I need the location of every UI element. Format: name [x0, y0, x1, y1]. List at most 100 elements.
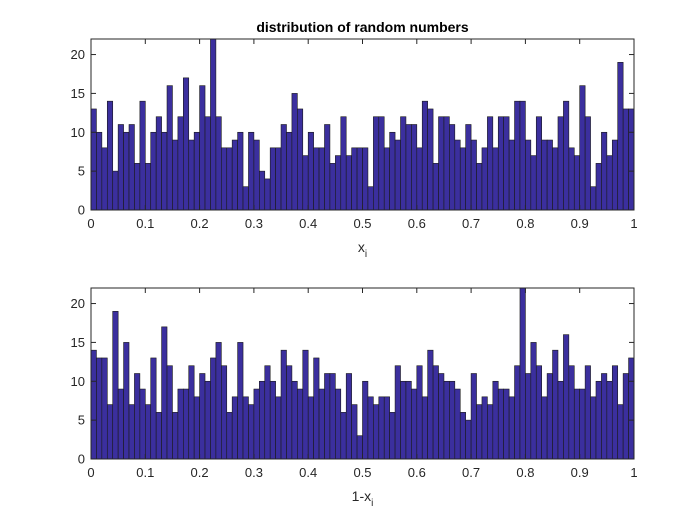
histogram-bar	[459, 412, 466, 459]
histogram-bar	[470, 373, 477, 459]
x-tick-label: 0.4	[299, 216, 317, 231]
x-tick-label: 0.2	[191, 216, 209, 231]
histogram-bar	[508, 396, 515, 459]
histogram-bar	[487, 404, 494, 459]
histogram-bar	[416, 365, 423, 459]
histogram-bar	[188, 365, 195, 459]
histogram-bar	[351, 404, 358, 459]
histogram-bar	[318, 147, 325, 210]
x-tick-label: 0.1	[136, 216, 154, 231]
histogram-bar	[400, 380, 407, 459]
histogram-bar	[465, 419, 472, 459]
histogram-bar	[443, 116, 450, 210]
histogram-bar	[172, 139, 179, 210]
histogram-bar	[183, 77, 190, 210]
histogram-bar	[226, 147, 233, 210]
histogram-bar	[356, 435, 363, 459]
histogram-bar	[340, 412, 347, 459]
histogram-bar	[155, 116, 162, 210]
histogram-bar	[335, 388, 342, 459]
histogram-bar	[231, 396, 238, 459]
histogram-bar	[573, 388, 581, 459]
histogram-bar	[264, 178, 271, 210]
histogram-bar	[96, 131, 103, 210]
histogram-bar	[329, 373, 336, 459]
histogram-bar	[210, 39, 217, 210]
histogram-bar	[237, 131, 244, 210]
histogram-bar	[590, 186, 597, 210]
histogram-bar	[356, 147, 363, 210]
histogram-bar	[519, 288, 526, 459]
histogram-bar	[492, 380, 499, 459]
histogram-bar	[166, 85, 173, 210]
histogram-bar	[519, 100, 526, 210]
histogram-bar	[432, 365, 439, 459]
histogram-bar	[383, 396, 390, 459]
histogram-bar	[563, 100, 570, 210]
histogram-bar	[286, 365, 293, 459]
histogram-bar	[394, 139, 401, 210]
histogram-bar	[275, 147, 282, 210]
histogram-bar	[134, 163, 141, 210]
histogram-bar	[139, 388, 146, 459]
x-tick-label: 0.8	[516, 465, 534, 480]
histogram-bar	[128, 404, 135, 459]
histogram-bar	[373, 116, 380, 210]
histogram-bar	[541, 139, 548, 210]
histogram-bar	[362, 380, 369, 459]
histogram-bar	[606, 380, 613, 459]
histogram-bar	[535, 116, 542, 210]
x-tick-label: 0.2	[191, 465, 209, 480]
histogram-bar	[91, 108, 97, 210]
histogram-bar	[106, 100, 114, 210]
histogram-bar	[503, 116, 510, 210]
histogram-bar	[215, 116, 222, 210]
histogram-bar	[557, 116, 564, 210]
histogram-bar	[622, 373, 629, 459]
histogram-bar	[595, 380, 602, 459]
histogram-bar	[248, 404, 255, 459]
histogram-bar	[117, 124, 124, 210]
histogram-bar	[557, 380, 564, 459]
x-tick-label: 0.3	[245, 465, 263, 480]
histogram-bar	[416, 147, 423, 210]
histogram-bar	[584, 116, 591, 210]
histogram-bar	[476, 163, 483, 210]
histogram-bar	[503, 388, 510, 459]
histogram-bar	[367, 186, 374, 210]
histogram-bar	[210, 357, 217, 459]
histogram-bar	[280, 124, 287, 210]
histogram-bar	[307, 131, 314, 210]
histogram-bar	[573, 155, 581, 210]
histogram-bar	[497, 116, 504, 210]
histogram-bar	[378, 396, 385, 459]
histogram-bar	[139, 100, 146, 210]
x-tick-label: 0.4	[299, 465, 317, 480]
histogram-bar	[340, 116, 347, 210]
histogram-bar	[188, 139, 195, 210]
histogram-bar	[362, 147, 369, 210]
x-tick-label: 0.9	[571, 465, 589, 480]
histogram-bar	[150, 131, 157, 210]
chart-title: distribution of random numbers	[256, 19, 469, 35]
histogram-bar	[449, 124, 456, 210]
histogram-bar	[324, 373, 331, 459]
x-tick-label: 1	[630, 216, 637, 231]
histogram-bar	[204, 380, 211, 459]
histogram-bar	[487, 116, 494, 210]
x-tick-label: 0.5	[353, 216, 371, 231]
histogram-bar	[443, 380, 450, 459]
histogram-bar	[438, 116, 445, 210]
x-tick-label: 0.5	[353, 465, 371, 480]
histogram-bar	[248, 131, 255, 210]
histogram-bar	[405, 380, 412, 459]
histogram-bar	[150, 357, 157, 459]
x-tick-label: 1	[630, 465, 637, 480]
histogram-bar	[590, 396, 597, 459]
histogram-bar	[183, 388, 190, 459]
histogram-bar	[367, 396, 374, 459]
histogram-bar	[91, 349, 97, 459]
histogram-bar	[345, 373, 352, 459]
histogram-bar	[617, 62, 624, 210]
